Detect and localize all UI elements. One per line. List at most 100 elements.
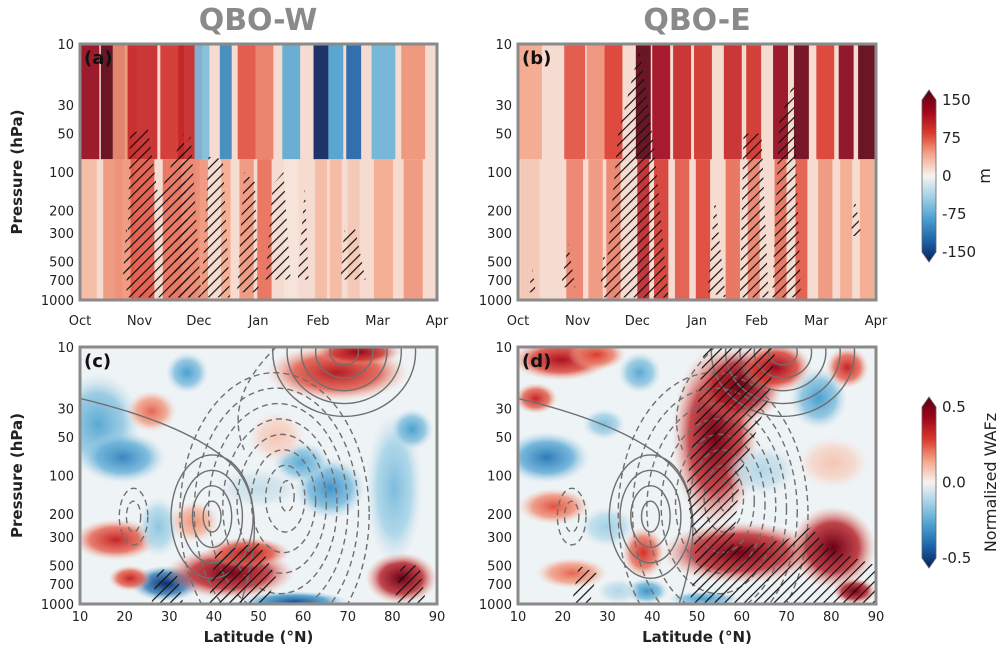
colorbar-tick-label: 150: [942, 91, 971, 109]
heatmap-region: [165, 352, 209, 394]
x-tick-label: Oct: [69, 314, 91, 329]
heatmap-band-upper: [586, 44, 605, 160]
heatmap-band-lower: [674, 159, 690, 300]
x-tick-label: 60: [295, 610, 312, 625]
heatmap-band-upper: [673, 44, 692, 160]
y-tick-label: 200: [49, 508, 74, 523]
x-axis-label: Latitude (°N): [642, 628, 752, 646]
colorbar-ramp: [921, 89, 937, 263]
y-tick-label: 700: [49, 274, 74, 289]
significance-hatching: [686, 347, 776, 568]
heatmap-band-lower: [818, 159, 833, 300]
significance-hatching: [707, 197, 726, 298]
x-tick-label: 50: [689, 610, 706, 625]
x-tick-label: 80: [384, 610, 401, 625]
y-tick-label: 30: [495, 402, 512, 417]
contour-negative: [563, 500, 580, 533]
significance-hatching: [689, 526, 876, 604]
x-tick-label: 80: [823, 610, 840, 625]
x-tick-label: 30: [599, 610, 616, 625]
y-tick-label: 100: [487, 470, 512, 485]
x-tick-label: Feb: [306, 314, 329, 329]
x-tick-label: 20: [554, 610, 571, 625]
y-axis-label: Pressure (hPa): [8, 413, 26, 538]
heatmap-region: [126, 390, 177, 432]
x-tick-label: Nov: [565, 314, 591, 329]
panel-frame: [78, 345, 439, 606]
heatmap-band-lower: [859, 159, 875, 300]
y-tick-label: 500: [487, 255, 512, 270]
heatmap-band-upper: [313, 44, 329, 160]
heatmap-band-lower: [520, 159, 540, 300]
contour-positive: [329, 347, 360, 366]
heatmap-band-upper: [328, 44, 344, 160]
heatmap-region: [578, 506, 637, 548]
significance-hatching: [850, 197, 862, 236]
y-tick-label: 50: [57, 127, 74, 142]
x-tick-label: Nov: [127, 314, 153, 329]
y-tick-label: 30: [57, 402, 74, 417]
heatmap-band-upper: [652, 44, 671, 160]
heatmap-band-upper: [694, 44, 712, 160]
significance-hatching: [297, 187, 309, 280]
heatmap-band-lower: [315, 159, 327, 300]
significance-hatching: [340, 228, 366, 280]
heatmap-band-upper: [346, 44, 362, 160]
heatmap-region: [535, 557, 608, 589]
panel-c: (c) 10 20 30 40 50 60 70 80 90 Latitude (°N) 10 30 50…: [8, 341, 445, 646]
heatmap-band-upper: [282, 44, 301, 160]
x-axis-label: Latitude (°N): [204, 628, 314, 646]
y-tick-label: 100: [49, 166, 74, 181]
heatmap-band-upper: [604, 44, 623, 160]
contour-positive: [640, 500, 661, 533]
heatmap-region: [80, 431, 166, 484]
y-tick-label: 200: [487, 205, 512, 220]
contour-positive: [272, 347, 417, 418]
y-tick-label: 10: [495, 341, 512, 356]
colorbar-label: m: [975, 168, 994, 184]
y-tick-label: 30: [57, 99, 74, 114]
contour-negative: [125, 500, 142, 533]
x-tick-label: 70: [778, 610, 795, 625]
heatmap-band-upper: [518, 44, 542, 160]
colorbar-tick-label: -150: [942, 243, 976, 261]
contour-positive: [630, 485, 671, 549]
contour-positive: [202, 500, 222, 533]
y-tick-label: 50: [57, 431, 74, 446]
heatmap-region: [825, 347, 869, 389]
x-tick-label: Oct: [507, 314, 529, 329]
y-tick-label: 300: [49, 227, 74, 242]
colorbar-bottom: 0.5 0.0 -0.5 Normalized WAFz: [921, 396, 1000, 569]
colorbar-top: 150 75 0 -75 -150 m: [921, 89, 994, 263]
contour-negative: [207, 402, 349, 604]
contour-negative: [556, 487, 587, 546]
y-axis-label: Pressure (hPa): [8, 110, 26, 235]
significance-hatching: [394, 565, 427, 604]
heatmap-band-upper: [255, 44, 274, 160]
contour-negative: [179, 372, 370, 604]
y-tick-label: 200: [49, 205, 74, 220]
heatmap-band-upper: [401, 44, 426, 160]
y-tick-label: 300: [49, 531, 74, 546]
contour-negative: [193, 387, 360, 604]
heatmap-band-upper: [816, 44, 835, 160]
heatmap-region: [108, 565, 152, 592]
contour-positive: [181, 469, 244, 564]
heatmap-band-upper: [371, 44, 396, 160]
significance-hatching: [208, 542, 277, 604]
heatmap-band-upper: [194, 44, 210, 160]
heatmap-region: [518, 431, 590, 484]
significance-hatching: [740, 133, 769, 298]
panels: (a) Oct Nov Dec Jan Feb Mar Apr 10 30 50 100 200 300 5…: [8, 38, 888, 646]
significance-hatching: [772, 82, 801, 298]
heatmap-band-lower: [403, 159, 423, 300]
x-tick-label: 50: [250, 610, 267, 625]
x-tick-label: 40: [644, 610, 661, 625]
panel-frame: [78, 42, 439, 302]
y-tick-label: 50: [495, 431, 512, 446]
panel-frame: [516, 42, 878, 302]
column-title-qbo-w: QBO-W: [199, 3, 318, 38]
x-tick-label: 10: [72, 610, 89, 625]
y-tick-label: 1000: [41, 598, 74, 613]
x-tick-label: Mar: [804, 314, 829, 329]
